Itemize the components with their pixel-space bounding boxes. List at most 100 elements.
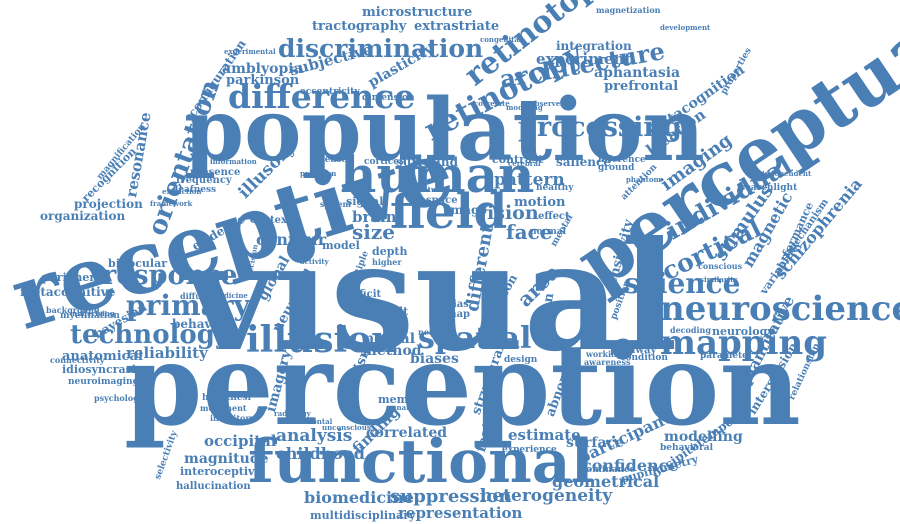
word-higher: higher — [372, 257, 402, 267]
word-interoceptive: interoceptive — [180, 465, 262, 478]
word-precision: precision — [300, 169, 337, 178]
word-surround: surround — [396, 155, 458, 169]
word-spatial: spatial — [418, 321, 532, 356]
word-tractography: tractography — [312, 19, 407, 34]
word-functional: functional — [248, 427, 594, 497]
word-radiology: radiology — [274, 409, 311, 418]
word-congenital: congenital — [480, 35, 522, 44]
word-correlated: correlated — [366, 425, 448, 441]
word-movement: movement — [200, 403, 247, 413]
word-anatomy: anatomy — [392, 403, 426, 412]
word-development: development — [660, 23, 711, 32]
word-visual: visual — [186, 209, 678, 385]
word-cortices: cortices — [364, 157, 405, 167]
word-underlying: underlying — [72, 309, 115, 318]
word-parkinson: parkinson — [226, 73, 300, 88]
word-suppression: suppression — [390, 486, 512, 507]
word-human: human — [340, 145, 535, 204]
word-parameter: parameter — [700, 351, 753, 361]
word-size: size — [352, 220, 395, 244]
word-amblyopia: amblyopia — [222, 61, 303, 77]
word-space: space — [426, 195, 458, 206]
word-magnitude: magnitude — [184, 451, 269, 467]
word-face: face — [506, 220, 553, 244]
word-framework: framework — [150, 199, 193, 208]
word-science: science — [624, 267, 741, 300]
word-motion: motion — [514, 195, 566, 210]
word-observer: observer — [530, 99, 564, 108]
word-inference: inference — [598, 155, 646, 165]
word-decoding: decoding — [670, 325, 711, 335]
word-mapping: mapping — [660, 323, 827, 363]
word-behavioral: behavioral — [660, 443, 714, 453]
word-difference: difference — [228, 77, 416, 116]
word-dominance: dominance — [580, 465, 636, 475]
word-neuroscience: neuroscience — [660, 289, 900, 329]
word-activity: activity — [300, 257, 329, 266]
word-neural: neural — [364, 331, 416, 347]
word-awareness: awareness — [584, 357, 631, 367]
word-illusion: illusion — [246, 319, 398, 361]
word-population: population — [184, 80, 705, 181]
word-neuroimaging: neuroimaging — [68, 377, 139, 387]
word-binocular: binocular — [108, 257, 168, 270]
word-signal: signal — [346, 195, 384, 208]
word-confidence: confidence — [582, 456, 679, 475]
word-hallucination: hallucination — [176, 481, 251, 492]
word-dimension: dimension — [362, 93, 415, 103]
word-method: method — [362, 343, 422, 359]
word-multidisciplinary: multidisciplinary — [310, 509, 416, 522]
word-psychology: psychology — [94, 393, 144, 403]
word-correlate: correlate — [474, 99, 510, 108]
word-magnetization: magnetization — [596, 5, 661, 15]
word-result: result — [372, 305, 409, 318]
word-independent: independent — [762, 169, 812, 178]
word-primary: primary — [126, 289, 250, 322]
word-geometrical: geometrical — [552, 472, 660, 491]
word-organization: organization — [40, 209, 126, 223]
word-pattern: pattern — [494, 170, 565, 190]
word-pathway: pathway — [610, 345, 657, 356]
word-disease: disease — [310, 155, 348, 165]
word-neurology: neurology — [712, 325, 774, 338]
word-hypothesi: hypothesi — [202, 393, 251, 403]
word-ground: ground — [598, 163, 635, 173]
word-experiment: experiment — [536, 50, 632, 68]
word-working: working — [586, 349, 623, 359]
word-technology: technology — [70, 320, 231, 350]
word-salience: salience — [556, 155, 611, 169]
word-idiosyncrasies: idiosyncrasies — [62, 363, 150, 376]
word-biomedicine: biomedicine — [304, 488, 414, 507]
word-diffusion: diffusion — [180, 291, 220, 301]
word-searchlight: searchlight — [740, 183, 798, 193]
word-neuron: neuron — [418, 327, 451, 337]
word-surface: surface — [566, 435, 624, 451]
word-memory: memory — [378, 393, 428, 406]
word-frequency: frequency — [176, 175, 232, 186]
word-conscious: conscious — [698, 261, 743, 271]
word-deficit: deficit — [346, 289, 382, 300]
word-eccentricity: eccentricity — [300, 87, 360, 97]
word-vision: vision — [476, 202, 539, 224]
word-aphantasia: aphantasia — [594, 65, 681, 81]
word-inhibitory: inhibitory — [210, 413, 255, 423]
word-experience: experience — [502, 445, 557, 455]
word-context: context — [250, 215, 292, 226]
word-anatomical: anatomical — [62, 349, 143, 364]
word-depth: depth — [372, 245, 408, 258]
word-reliability: reliability — [126, 344, 208, 362]
word-prefrontal: prefrontal — [604, 79, 679, 94]
word-extinction: extinction — [162, 187, 202, 196]
word-response: response — [102, 260, 238, 291]
word-information: information — [210, 157, 257, 166]
word-medicine: medicine — [212, 291, 248, 300]
word-processing: processing — [518, 112, 682, 143]
word-representation: representation — [398, 504, 523, 522]
word-healthy: healthy — [536, 183, 574, 193]
word-microstructure: microstructure — [362, 5, 473, 20]
word-map: map — [446, 309, 471, 320]
word-heterogeneity: heterogeneity — [480, 486, 613, 506]
word-background: background — [46, 305, 100, 315]
word-perception: perception — [124, 320, 801, 451]
